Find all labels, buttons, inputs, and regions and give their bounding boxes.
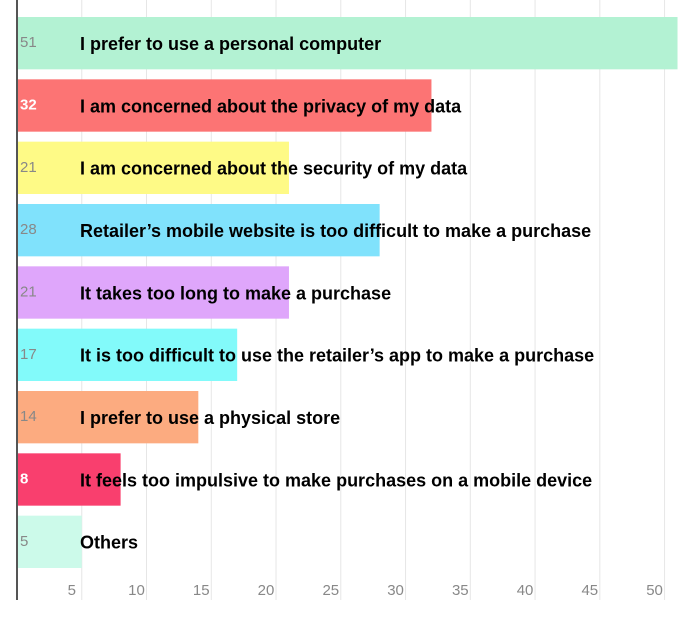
- value-label: 21: [20, 159, 37, 176]
- value-label: 8: [20, 470, 28, 487]
- value-label: 5: [20, 533, 28, 550]
- value-label: 32: [20, 96, 37, 113]
- bar: [17, 453, 121, 506]
- bar: [17, 391, 199, 444]
- bar: [17, 266, 289, 319]
- bar: [17, 17, 678, 70]
- x-tick-label: 10: [128, 582, 145, 599]
- category-label: It feels too impulsive to make purchases…: [80, 470, 592, 490]
- x-tick-label: 45: [581, 582, 598, 599]
- x-tick-label: 35: [452, 582, 469, 599]
- x-tick-label: 40: [517, 582, 534, 599]
- x-tick-label: 25: [322, 582, 339, 599]
- x-tick-label: 20: [258, 582, 275, 599]
- bar: [17, 141, 289, 194]
- x-tick-label: 30: [387, 582, 404, 599]
- category-label: It takes too long to make a purchase: [80, 283, 391, 303]
- value-label: 51: [20, 34, 37, 51]
- x-tick-label: 15: [193, 582, 210, 599]
- bar: [17, 79, 432, 132]
- bar: [17, 515, 82, 568]
- bar: [17, 328, 238, 381]
- value-label: 14: [20, 408, 37, 425]
- x-tick-label: 50: [646, 582, 663, 599]
- category-label: Retailer’s mobile website is too difficu…: [80, 221, 591, 241]
- value-label: 17: [20, 346, 37, 363]
- category-label: I am concerned about the security of my …: [80, 159, 468, 179]
- category-label: It is too difficult to use the retailer’…: [80, 346, 594, 366]
- value-label: 28: [20, 221, 37, 238]
- category-label: I am concerned about the privacy of my d…: [80, 96, 462, 116]
- x-tick-label: 5: [68, 582, 76, 599]
- bar: [17, 204, 380, 257]
- value-label: 21: [20, 283, 37, 300]
- category-label: I prefer to use a personal computer: [80, 34, 381, 54]
- category-label: I prefer to use a physical store: [80, 408, 340, 428]
- category-label: Others: [80, 533, 138, 553]
